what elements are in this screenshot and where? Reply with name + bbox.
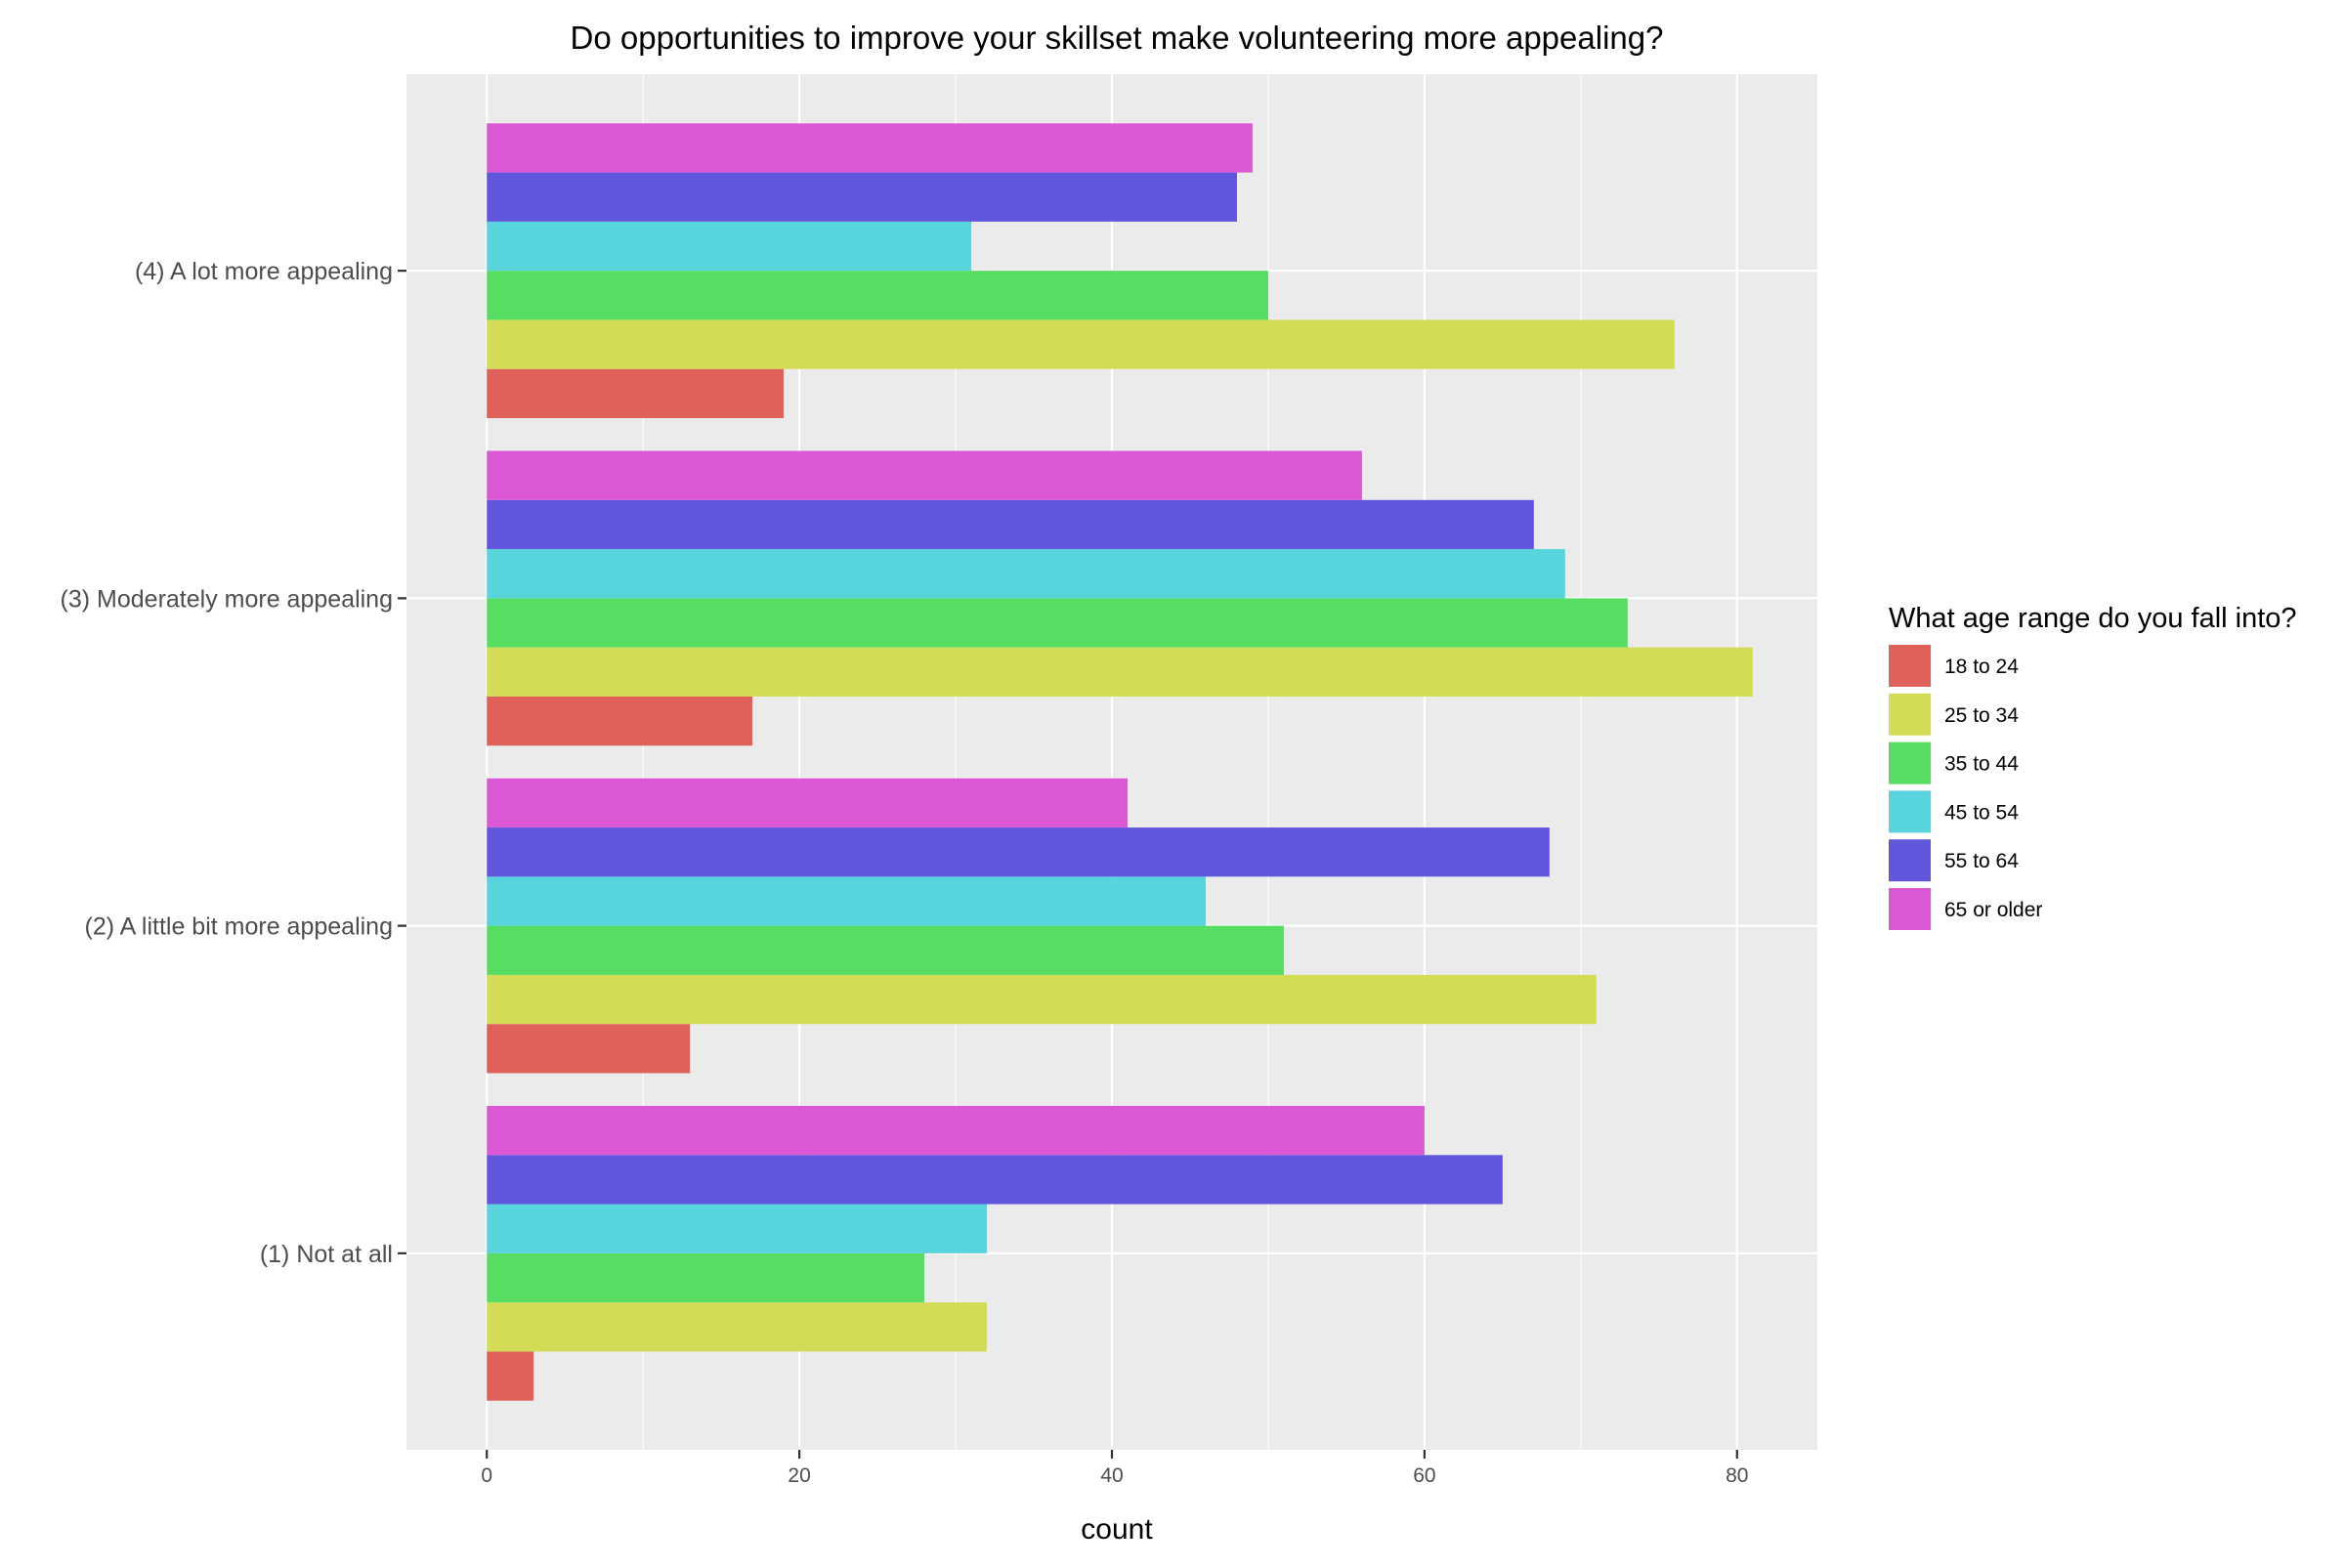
legend-items: 18 to 24 25 to 34 35 to 44 45 to 54 55 to 64…	[1889, 645, 2042, 930]
bar	[487, 1204, 988, 1253]
y-axis: (1) Not at all (2) A little bit more appe…	[61, 258, 406, 1268]
bar	[487, 876, 1206, 926]
legend-title: What age range do you fall into?	[1889, 603, 2297, 634]
bar	[487, 1155, 1503, 1205]
x-tick-label: 60	[1413, 1464, 1435, 1487]
bar	[487, 1106, 1425, 1156]
bar	[487, 827, 1550, 877]
legend-label: 55 to 64	[1944, 850, 2019, 872]
bar	[487, 974, 1597, 1025]
bar	[487, 1351, 534, 1401]
bar	[487, 598, 1628, 648]
legend-label: 65 or older	[1944, 899, 2042, 921]
bar	[487, 696, 753, 746]
bar	[487, 172, 1237, 222]
bar	[487, 123, 1253, 173]
bar	[487, 925, 1284, 975]
y-tick-label: (2) A little bit more appealing	[85, 913, 393, 941]
bar	[487, 778, 1128, 828]
x-tick-label: 20	[788, 1464, 810, 1487]
legend-label: 45 to 54	[1944, 801, 2019, 824]
bar	[487, 221, 972, 272]
bar	[487, 368, 785, 418]
legend-key	[1889, 693, 1931, 736]
bar	[487, 549, 1565, 599]
legend-label: 25 to 34	[1944, 704, 2019, 727]
legend: What age range do you fall into? 18 to 2…	[1889, 603, 2297, 930]
bar	[487, 271, 1268, 320]
bar	[487, 1302, 988, 1352]
chart-title: Do opportunities to improve your skillse…	[571, 20, 1664, 56]
y-tick-label: (4) A lot more appealing	[135, 258, 393, 285]
x-tick-label: 0	[481, 1464, 492, 1487]
legend-label: 18 to 24	[1944, 656, 2019, 678]
legend-key	[1889, 790, 1931, 833]
x-tick-label: 80	[1726, 1464, 1748, 1487]
legend-key	[1889, 742, 1931, 784]
x-axis: 0 20 40 60 80	[481, 1450, 1748, 1487]
bar	[487, 647, 1753, 697]
bar	[487, 1024, 691, 1074]
legend-key	[1889, 839, 1931, 882]
bar	[487, 1252, 925, 1303]
y-tick-label: (3) Moderately more appealing	[61, 585, 393, 613]
bar-marks	[487, 123, 1753, 1401]
legend-key	[1889, 645, 1931, 687]
legend-label: 35 to 44	[1944, 753, 2019, 776]
x-axis-title: count	[1081, 1513, 1153, 1546]
bar	[487, 450, 1362, 500]
x-tick-label: 40	[1100, 1464, 1123, 1487]
bar	[487, 499, 1534, 550]
y-tick-label: (1) Not at all	[260, 1241, 393, 1268]
bar	[487, 319, 1675, 369]
legend-key	[1889, 888, 1931, 930]
